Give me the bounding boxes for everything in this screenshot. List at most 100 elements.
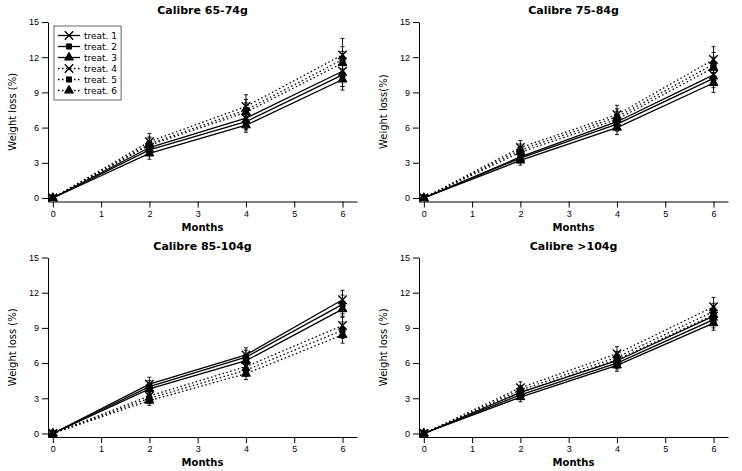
series [48, 69, 347, 201]
tick-label: 5 [292, 444, 297, 454]
y-axis-title: Weight loss (%) [7, 73, 18, 151]
marker [709, 78, 718, 86]
x-axis-title: Months [553, 457, 595, 468]
tick-mark [294, 202, 295, 208]
tick: 1 [99, 437, 104, 454]
legend-entry: treat. 5 [58, 75, 117, 85]
tick: 6 [34, 358, 48, 368]
marker [338, 58, 347, 66]
tick: 0 [51, 437, 56, 454]
tick-label: 9 [405, 323, 410, 333]
tick-label: 9 [405, 88, 410, 98]
series [50, 322, 345, 436]
tick: 3 [405, 158, 419, 168]
tick: 5 [292, 437, 297, 454]
tick: 3 [34, 158, 48, 168]
tick-label: 0 [51, 209, 56, 219]
tick-label: 3 [405, 158, 410, 168]
axis-line [419, 258, 420, 438]
tick-label: 0 [34, 193, 39, 203]
tick-label: 2 [518, 209, 523, 219]
tick-mark [198, 437, 199, 443]
marker [145, 396, 154, 404]
line [424, 75, 714, 198]
y-axis: 03691215 [400, 17, 420, 203]
legend-symbol [65, 31, 73, 39]
tick: 3 [196, 437, 201, 454]
line [53, 309, 343, 433]
tick-mark [42, 258, 48, 259]
tick-mark [413, 293, 419, 294]
marker [516, 388, 524, 396]
tick-label: 1 [470, 209, 475, 219]
tick-mark [42, 57, 48, 58]
tick-label: 4 [615, 209, 620, 219]
line [53, 71, 343, 198]
marker [420, 429, 428, 437]
plot-area [48, 290, 347, 437]
tick-mark [101, 437, 102, 443]
marker [49, 194, 57, 202]
tick-mark [413, 128, 419, 129]
tick: 3 [34, 394, 48, 404]
series [420, 308, 718, 437]
tick: 1 [99, 202, 104, 219]
legend-label: treat. 1 [84, 31, 117, 41]
legend-entry: treat. 3 [58, 52, 117, 62]
series [49, 290, 347, 437]
tick: 9 [34, 88, 48, 98]
tick-mark [617, 202, 618, 208]
x-axis-title: Months [182, 222, 224, 233]
tick: 0 [405, 429, 419, 439]
tick-label: 3 [196, 209, 201, 219]
tick-label: 6 [34, 358, 39, 368]
x-axis: 0123456 [420, 437, 729, 454]
tick-label: 4 [615, 444, 620, 454]
tick-mark [714, 437, 715, 443]
title: Calibre 85-104g [153, 240, 251, 253]
tick: 9 [405, 323, 419, 333]
legend-label: treat. 4 [84, 64, 117, 74]
series [50, 47, 345, 201]
line [424, 323, 714, 433]
tick-mark [246, 437, 247, 443]
tick-mark [472, 437, 473, 443]
tick-label: 12 [29, 53, 39, 63]
tick-mark [294, 437, 295, 443]
tick-label: 3 [34, 394, 39, 404]
series [420, 297, 718, 437]
tick-label: 12 [400, 288, 410, 298]
tick-mark [42, 198, 48, 199]
tick-label: 3 [567, 444, 572, 454]
tick-mark [413, 198, 419, 199]
x-axis: 0123456 [49, 437, 358, 454]
tick-label: 3 [567, 209, 572, 219]
tick-label: 2 [147, 209, 152, 219]
plot-area [419, 47, 718, 202]
tick: 0 [405, 193, 419, 203]
tick: 5 [663, 202, 668, 219]
legend-box [54, 26, 121, 100]
tick: 3 [405, 394, 419, 404]
tick-label: 3 [405, 394, 410, 404]
axis-line [48, 23, 49, 203]
tick-label: 15 [400, 253, 410, 263]
line [53, 330, 343, 433]
line [53, 300, 343, 434]
legend-symbol [65, 64, 73, 72]
marker [242, 369, 251, 377]
tick-mark [520, 437, 521, 443]
y-axis: 03691215 [29, 253, 49, 439]
legend: treat. 1treat. 2treat. 3treat. 4treat. 5… [54, 26, 121, 100]
tick-mark [53, 437, 54, 443]
tick-label: 3 [34, 158, 39, 168]
y-axis: 03691215 [29, 17, 49, 203]
marker [420, 194, 428, 202]
tick: 12 [29, 288, 48, 298]
tick-mark [520, 202, 521, 208]
marker [145, 140, 154, 148]
line [424, 311, 714, 433]
tick: 4 [615, 437, 620, 454]
series [50, 63, 345, 200]
tick-mark [714, 202, 715, 208]
